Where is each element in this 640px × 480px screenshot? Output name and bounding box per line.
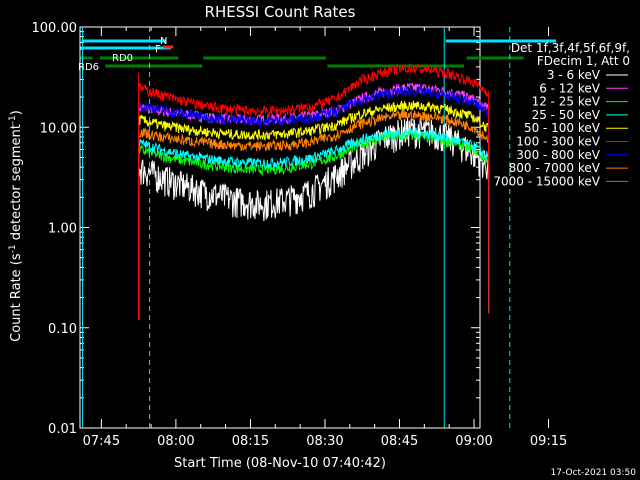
legend-entry-label: 6 - 12 keV: [539, 81, 601, 95]
orbit-label-f: F: [155, 44, 161, 55]
legend-entry-label: 50 - 100 keV: [524, 121, 601, 135]
y-axis-title-main: Count Rate (s: [9, 253, 24, 342]
series-line-6: [138, 85, 490, 320]
orbit-label-n: N: [160, 36, 167, 47]
y-axis-title-tail: detector segment: [9, 124, 24, 244]
legend-entry-label: 7000 - 15000 keV: [493, 174, 600, 188]
y-axis-title: Count Rate (s-1 detector segment-1): [8, 110, 24, 342]
legend-header-line-2: FDecim 1, Att 0: [537, 54, 630, 68]
x-tick-label: 07:45: [83, 434, 120, 449]
y-tick-label: 0.01: [48, 422, 77, 437]
x-tick-label: 09:15: [530, 434, 567, 449]
y-axis-title-sup: -1: [8, 244, 18, 253]
chart-title: RHESSI Count Rates: [205, 3, 356, 21]
series-lines: [138, 63, 490, 320]
series-line-5: [138, 63, 490, 320]
legend-header-line-1: Det 1f,3f,4f,5f,6f,9f,: [511, 41, 630, 55]
attenuator-label-rd6: RD6: [78, 62, 99, 73]
legend-entry-label: 25 - 50 keV: [532, 108, 601, 122]
y-tick-label: 0.10: [48, 322, 77, 337]
x-axis-title: Start Time (08-Nov-10 07:40:42): [174, 456, 386, 471]
legend-entry-label: 300 - 800 keV: [516, 148, 600, 162]
x-tick-label: 08:45: [381, 434, 418, 449]
x-tick-label: 08:30: [306, 434, 343, 449]
legend-entry-label: 800 - 7000 keV: [509, 161, 601, 175]
series-line-4: [138, 100, 490, 320]
x-tick-label: 08:00: [157, 434, 194, 449]
legend-entry-label: 3 - 6 keV: [547, 68, 601, 82]
y-axis: 100.00 10.00 1.00 0.10 0.01: [32, 21, 480, 437]
y-axis-title-sup2: -1: [8, 115, 18, 124]
x-axis: 07:45 08:00 08:15 08:30 08:45 09:00 09:15: [83, 27, 567, 449]
legend-entry-label: 100 - 300 keV: [516, 135, 600, 149]
x-tick-label: 08:15: [232, 434, 269, 449]
attenuator-label-rd0: RD0: [112, 53, 133, 64]
legend-entry-label: 12 - 25 keV: [532, 95, 601, 109]
footer-timestamp: 17-Oct-2021 03:50: [551, 468, 637, 478]
legend: Det 1f,3f,4f,5f,6f,9f, FDecim 1, Att 0 3…: [493, 41, 630, 188]
series-line-2: [138, 129, 490, 320]
y-axis-title-close: ): [9, 110, 24, 115]
y-tick-label: 100.00: [32, 21, 78, 36]
y-tick-label: 1.00: [48, 222, 77, 237]
series-line-3: [138, 127, 490, 320]
y-tick-label: 10.00: [40, 121, 77, 136]
series-line-7: [138, 110, 490, 320]
x-tick-label: 09:00: [455, 434, 492, 449]
